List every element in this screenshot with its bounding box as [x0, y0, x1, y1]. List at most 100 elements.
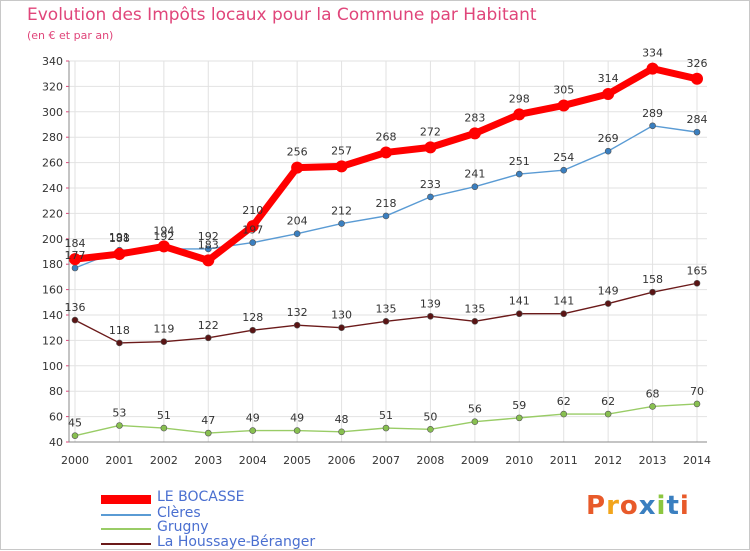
- data-label-grugny: 62: [557, 395, 571, 408]
- data-label-le-bocasse: 257: [331, 144, 352, 157]
- chart-title: Evolution des Impôts locaux pour la Comm…: [27, 5, 537, 25]
- data-label-le-bocasse: 305: [553, 83, 574, 96]
- data-label-cl-res: 192: [198, 230, 219, 243]
- y-tick-label: 200: [42, 233, 63, 246]
- x-tick-label: 2001: [105, 454, 133, 467]
- data-point-grugny: [382, 424, 390, 432]
- data-label-la-houssaye-b-ranger: 139: [420, 297, 441, 310]
- data-label-grugny: 49: [246, 412, 260, 425]
- data-point-la-houssaye-b-ranger: [293, 321, 301, 329]
- logo-letter: o: [619, 491, 639, 521]
- logo-letter: t: [666, 491, 680, 521]
- data-point-la-houssaye-b-ranger: [604, 300, 612, 307]
- data-point-la-houssaye-b-ranger: [204, 334, 212, 342]
- x-tick-label: 2010: [505, 454, 533, 467]
- data-point-le-bocasse: [291, 161, 304, 174]
- data-point-la-houssaye-b-ranger: [693, 279, 701, 287]
- data-point-le-bocasse: [246, 220, 259, 233]
- data-point-la-houssaye-b-ranger: [71, 316, 79, 324]
- legend-label: Clères: [157, 505, 201, 521]
- y-tick-label: 80: [49, 385, 63, 398]
- data-label-cl-res: 212: [331, 205, 352, 218]
- data-label-cl-res: 191: [109, 231, 130, 244]
- data-label-cl-res: 289: [642, 107, 663, 120]
- chart-subtitle: (en € et par an): [27, 29, 114, 42]
- data-label-le-bocasse: 326: [687, 57, 708, 70]
- data-label-grugny: 68: [646, 387, 660, 400]
- data-label-la-houssaye-b-ranger: 165: [687, 264, 708, 277]
- x-tick-label: 2005: [283, 454, 311, 467]
- data-label-le-bocasse: 256: [287, 146, 308, 159]
- y-tick-label: 300: [42, 106, 63, 119]
- data-point-cl-res: [293, 230, 301, 238]
- data-point-la-houssaye-b-ranger: [382, 318, 390, 325]
- data-label-la-houssaye-b-ranger: 141: [509, 295, 530, 308]
- data-label-cl-res: 241: [464, 168, 485, 181]
- data-point-cl-res: [649, 122, 656, 130]
- data-label-la-houssaye-b-ranger: 141: [553, 295, 574, 308]
- data-label-cl-res: 251: [509, 155, 530, 168]
- y-tick-label: 340: [42, 55, 63, 68]
- data-label-le-bocasse: 210: [242, 204, 263, 217]
- x-tick-label: 2002: [150, 454, 178, 467]
- x-tick-label: 2011: [550, 454, 578, 467]
- logo-letter: P: [586, 491, 607, 521]
- y-tick-label: 160: [42, 284, 63, 297]
- data-label-le-bocasse: 183: [198, 238, 219, 251]
- legend-swatch: [101, 514, 151, 516]
- logo-letter: i: [656, 491, 667, 521]
- data-label-grugny: 45: [68, 417, 82, 430]
- data-point-le-bocasse: [157, 240, 170, 253]
- data-point-grugny: [471, 418, 479, 425]
- data-label-la-houssaye-b-ranger: 135: [464, 302, 485, 315]
- y-tick-label: 260: [42, 157, 63, 170]
- data-point-le-bocasse: [335, 160, 348, 173]
- y-tick-label: 60: [49, 411, 63, 424]
- data-point-le-bocasse: [646, 62, 659, 75]
- data-point-la-houssaye-b-ranger: [427, 312, 434, 320]
- data-label-la-houssaye-b-ranger: 122: [198, 319, 219, 332]
- data-point-grugny: [604, 410, 612, 418]
- data-point-le-bocasse: [557, 99, 570, 112]
- data-label-cl-res: 269: [598, 132, 619, 145]
- x-tick-label: 2013: [639, 454, 667, 467]
- data-label-grugny: 48: [335, 413, 349, 426]
- data-point-cl-res: [204, 245, 212, 253]
- y-tick-label: 320: [42, 80, 63, 93]
- data-point-grugny: [293, 427, 301, 434]
- data-label-la-houssaye-b-ranger: 118: [109, 324, 130, 337]
- y-tick-label: 100: [42, 360, 63, 373]
- legend-swatch: [101, 528, 151, 530]
- data-point-le-bocasse: [69, 253, 81, 266]
- data-point-la-houssaye-b-ranger: [160, 338, 168, 345]
- data-label-cl-res: 218: [376, 197, 397, 210]
- data-point-cl-res: [382, 212, 390, 220]
- y-tick-label: 120: [42, 334, 63, 347]
- data-label-la-houssaye-b-ranger: 158: [642, 273, 663, 286]
- data-label-cl-res: 233: [420, 178, 441, 191]
- data-label-le-bocasse: 184: [65, 237, 86, 250]
- data-point-le-bocasse: [602, 88, 615, 101]
- data-point-la-houssaye-b-ranger: [116, 339, 123, 347]
- x-tick-label: 2009: [461, 454, 489, 467]
- data-label-cl-res: 254: [553, 151, 574, 164]
- data-point-grugny: [160, 424, 168, 432]
- data-point-grugny: [649, 403, 656, 410]
- data-point-cl-res: [338, 220, 345, 227]
- data-label-la-houssaye-b-ranger: 130: [331, 309, 352, 322]
- data-label-le-bocasse: 314: [598, 72, 619, 85]
- data-point-grugny: [560, 410, 568, 418]
- legend-label: Grugny: [157, 519, 209, 535]
- proxiti-logo: Proxiti: [586, 491, 690, 521]
- data-point-la-houssaye-b-ranger: [471, 318, 479, 325]
- data-point-le-bocasse: [691, 72, 703, 85]
- y-tick-label: 140: [42, 309, 63, 322]
- data-label-cl-res: 177: [65, 249, 86, 262]
- data-point-cl-res: [71, 264, 79, 272]
- logo-letter: i: [679, 491, 690, 521]
- legend-label: LE BOCASSE: [157, 489, 245, 505]
- data-label-le-bocasse: 194: [153, 224, 174, 237]
- data-point-la-houssaye-b-ranger: [515, 310, 523, 318]
